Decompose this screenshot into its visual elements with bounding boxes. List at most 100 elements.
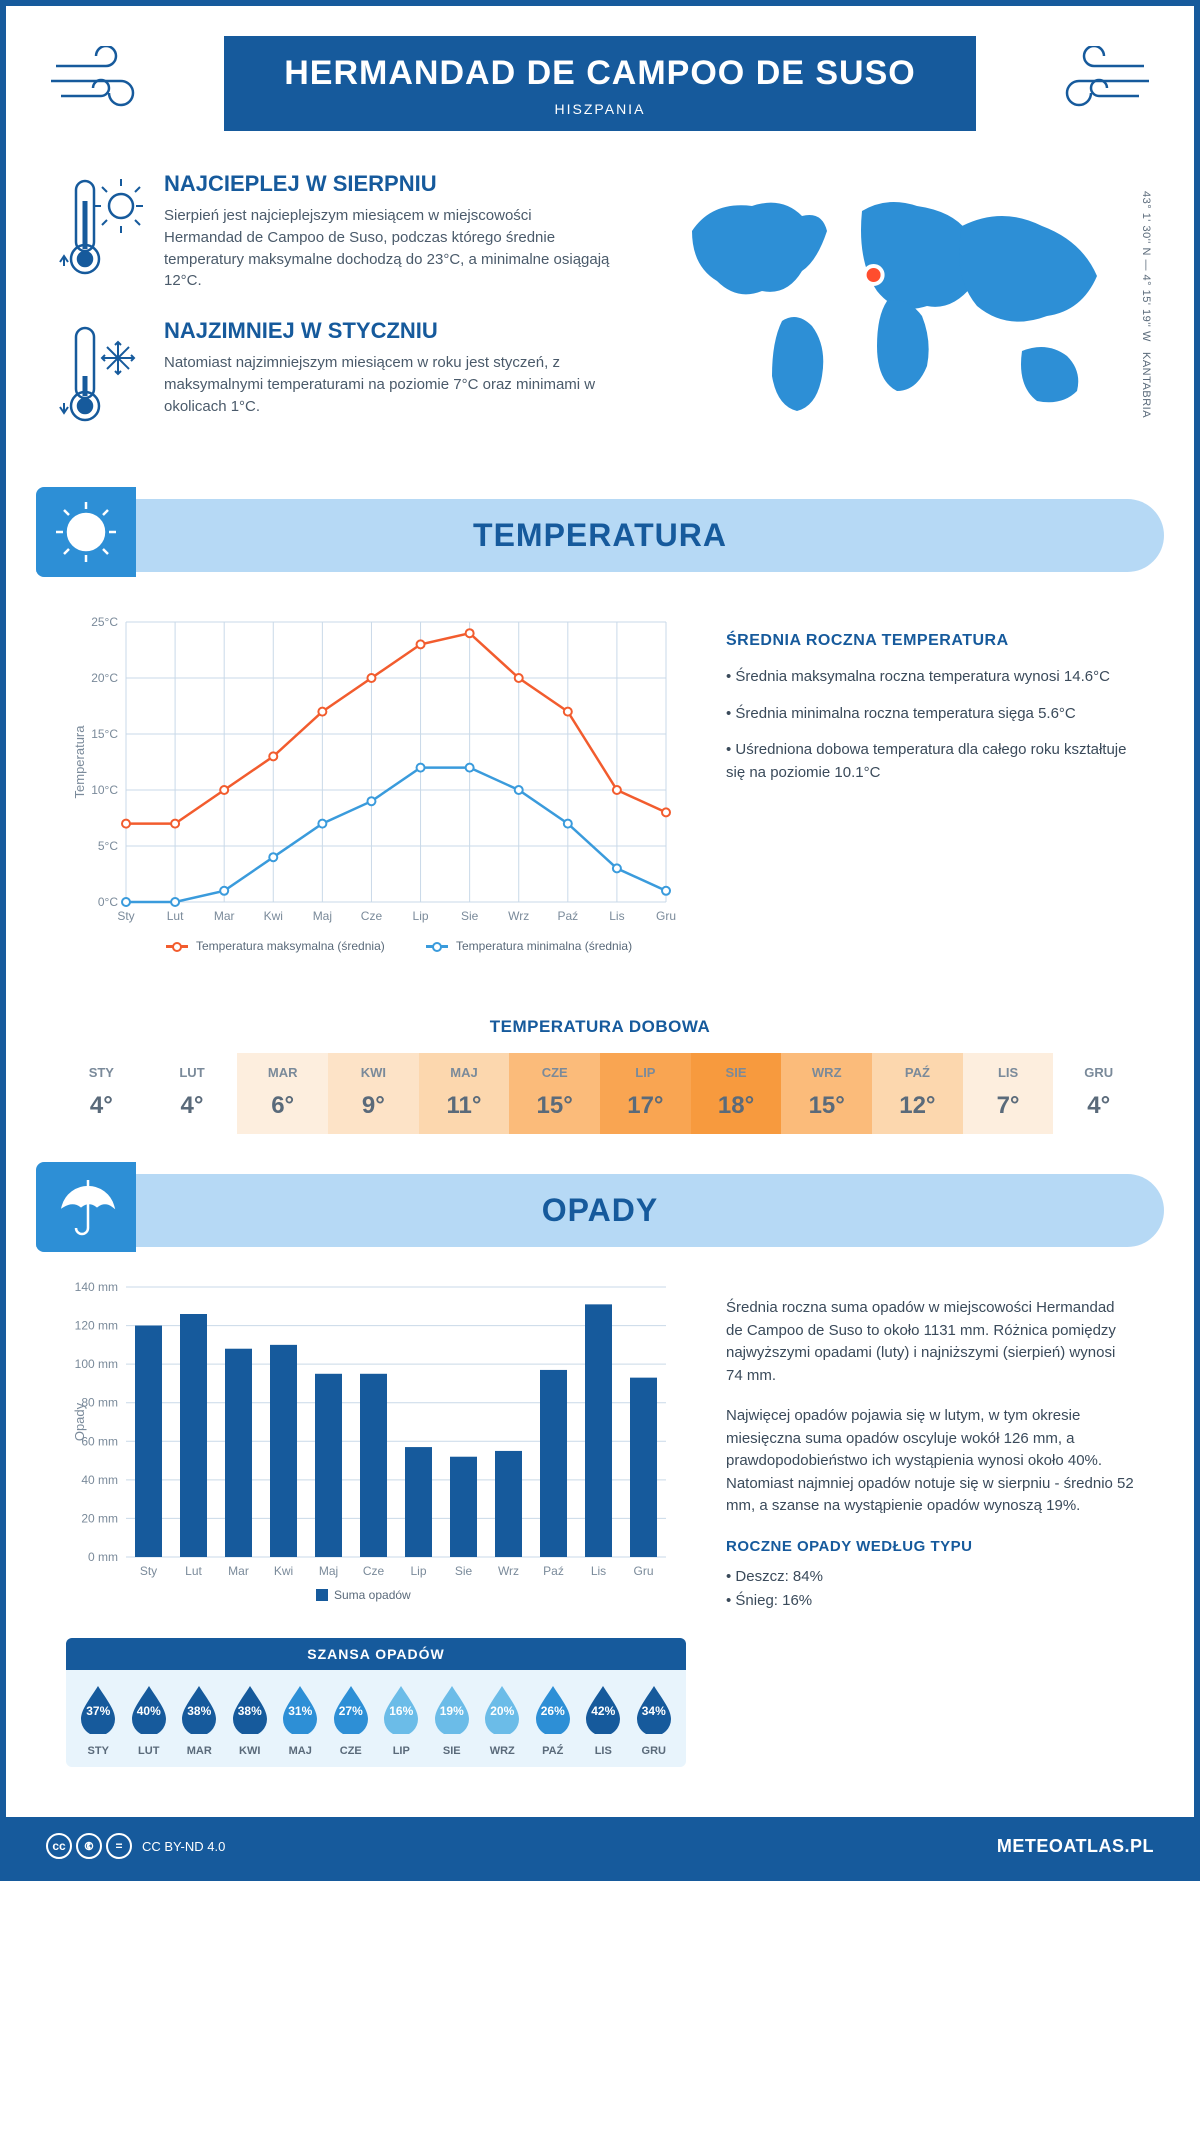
daily-temp-heading: TEMPERATURA DOBOWA xyxy=(6,1017,1194,1037)
daily-temp-table: STY4°LUT4°MAR6°KWI9°MAJ11°CZE15°LIP17°SI… xyxy=(56,1053,1144,1134)
svg-text:0 mm: 0 mm xyxy=(88,1550,118,1564)
page-title: HERMANDAD DE CAMPOO DE SUSO xyxy=(284,54,915,93)
svg-text:Wrz: Wrz xyxy=(498,1564,519,1578)
daily-temp-cell: KWI9° xyxy=(328,1053,419,1134)
svg-text:Opady: Opady xyxy=(72,1402,87,1441)
daily-temp-cell: MAR6° xyxy=(237,1053,328,1134)
precip-chance-cell: 38% KWI xyxy=(226,1684,275,1757)
coldest-block: NAJZIMNIEJ W STYCZNIU Natomiast najzimni… xyxy=(56,318,610,433)
svg-text:Sie: Sie xyxy=(455,1564,473,1578)
svg-text:Paź: Paź xyxy=(543,1564,564,1578)
svg-text:15°C: 15°C xyxy=(91,727,118,741)
precip-type-heading: ROCZNE OPADY WEDŁUG TYPU xyxy=(726,1538,1134,1555)
precip-para-1: Średnia roczna suma opadów w miejscowośc… xyxy=(726,1297,1134,1387)
intro-text-column: NAJCIEPLEJ W SIERPNIU Sierpień jest najc… xyxy=(56,171,610,459)
intro-section: NAJCIEPLEJ W SIERPNIU Sierpień jest najc… xyxy=(6,151,1194,489)
svg-text:Temperatura minimalna (średnia: Temperatura minimalna (średnia) xyxy=(456,939,632,953)
temperature-heading: TEMPERATURA xyxy=(36,517,1164,554)
svg-text:20°C: 20°C xyxy=(91,671,118,685)
svg-text:Lip: Lip xyxy=(410,1564,426,1578)
by-icon: 🅮 xyxy=(76,1833,102,1859)
svg-text:Lut: Lut xyxy=(185,1564,202,1578)
drop-icon: 26% xyxy=(529,1684,578,1739)
svg-text:0°C: 0°C xyxy=(98,895,118,909)
svg-text:Mar: Mar xyxy=(228,1564,249,1578)
drop-icon: 40% xyxy=(125,1684,174,1739)
svg-text:Lis: Lis xyxy=(609,909,624,923)
thermometer-sun-icon xyxy=(56,171,146,292)
warmest-text: Sierpień jest najcieplejszym miesiącem w… xyxy=(164,205,610,292)
svg-text:Temperatura maksymalna (średni: Temperatura maksymalna (średnia) xyxy=(196,939,385,953)
daily-temp-cell: SIE18° xyxy=(691,1053,782,1134)
svg-text:Kwi: Kwi xyxy=(264,909,283,923)
svg-text:Lut: Lut xyxy=(167,909,184,923)
precipitation-body: 0 mm20 mm40 mm60 mm80 mm100 mm120 mm140 … xyxy=(6,1277,1194,1787)
precipitation-chart: 0 mm20 mm40 mm60 mm80 mm100 mm120 mm140 … xyxy=(66,1277,686,1617)
precip-chance-cell: 31% MAJ xyxy=(276,1684,325,1757)
drop-icon: 20% xyxy=(478,1684,527,1739)
cc-icon: cc xyxy=(46,1833,72,1859)
drop-icon: 42% xyxy=(579,1684,628,1739)
temperature-banner: TEMPERATURA xyxy=(36,499,1164,572)
precipitation-summary: Średnia roczna suma opadów w miejscowośc… xyxy=(726,1277,1134,1767)
drop-icon: 38% xyxy=(175,1684,224,1739)
thermometer-snow-icon xyxy=(56,318,146,433)
precip-chance-cell: 42% LIS xyxy=(579,1684,628,1757)
daily-temp-cell: WRZ15° xyxy=(781,1053,872,1134)
title-banner: HERMANDAD DE CAMPOO DE SUSO HISZPANIA xyxy=(224,36,975,131)
header: HERMANDAD DE CAMPOO DE SUSO HISZPANIA xyxy=(6,6,1194,151)
precip-chance-heading: SZANSA OPADÓW xyxy=(66,1638,686,1670)
world-map xyxy=(662,171,1122,431)
precip-type-bullet: • Deszcz: 84% xyxy=(726,1565,1134,1589)
drop-icon: 27% xyxy=(327,1684,376,1739)
precip-chance-cell: 40% LUT xyxy=(125,1684,174,1757)
coldest-text: Natomiast najzimniejszym miesiącem w rok… xyxy=(164,352,610,417)
page-subtitle: HISZPANIA xyxy=(284,101,915,117)
svg-text:10°C: 10°C xyxy=(91,783,118,797)
precip-chance-cell: 37% STY xyxy=(74,1684,123,1757)
daily-temp-cell: LUT4° xyxy=(147,1053,238,1134)
cc-icons: cc 🅮 = xyxy=(46,1833,132,1859)
world-map-column: 43° 1' 30'' N — 4° 15' 19'' W KANTABRIA xyxy=(640,171,1144,459)
nd-icon: = xyxy=(106,1833,132,1859)
svg-text:20 mm: 20 mm xyxy=(81,1512,118,1526)
svg-text:Lip: Lip xyxy=(413,909,429,923)
temperature-chart: 0°C5°C10°C15°C20°C25°CStyLutMarKwiMajCze… xyxy=(66,602,686,977)
precip-chance-cell: 16% LIP xyxy=(377,1684,426,1757)
svg-text:25°C: 25°C xyxy=(91,615,118,629)
daily-temp-cell: STY4° xyxy=(56,1053,147,1134)
drop-icon: 19% xyxy=(428,1684,477,1739)
warmest-block: NAJCIEPLEJ W SIERPNIU Sierpień jest najc… xyxy=(56,171,610,292)
svg-text:120 mm: 120 mm xyxy=(75,1319,118,1333)
svg-text:Kwi: Kwi xyxy=(274,1564,293,1578)
svg-text:5°C: 5°C xyxy=(98,839,118,853)
precip-chance-cell: 20% WRZ xyxy=(478,1684,527,1757)
precip-chance-cell: 26% PAŹ xyxy=(529,1684,578,1757)
warmest-title: NAJCIEPLEJ W SIERPNIU xyxy=(164,171,610,197)
coordinates-label: 43° 1' 30'' N — 4° 15' 19'' W KANTABRIA xyxy=(1140,191,1152,417)
temperature-body: 0°C5°C10°C15°C20°C25°CStyLutMarKwiMajCze… xyxy=(6,602,1194,1007)
svg-text:Paź: Paź xyxy=(557,909,578,923)
wind-icon-left xyxy=(46,46,156,121)
precipitation-banner: OPADY xyxy=(36,1174,1164,1247)
coldest-title: NAJZIMNIEJ W STYCZNIU xyxy=(164,318,610,344)
svg-text:140 mm: 140 mm xyxy=(75,1280,118,1294)
umbrella-icon xyxy=(36,1162,136,1252)
svg-text:Gru: Gru xyxy=(633,1564,653,1578)
svg-text:100 mm: 100 mm xyxy=(75,1357,118,1371)
svg-text:Maj: Maj xyxy=(313,909,332,923)
temp-bullet: • Uśredniona dobowa temperatura dla całe… xyxy=(726,739,1134,784)
daily-temp-cell: LIP17° xyxy=(600,1053,691,1134)
precip-chance-panel: SZANSA OPADÓW 37% STY 40% LUT 38% xyxy=(66,1638,686,1767)
precip-type-bullet: • Śnieg: 16% xyxy=(726,1589,1134,1613)
sun-icon xyxy=(36,487,136,577)
daily-temp-cell: CZE15° xyxy=(509,1053,600,1134)
temp-bullet: • Średnia maksymalna roczna temperatura … xyxy=(726,666,1134,689)
svg-text:Gru: Gru xyxy=(656,909,676,923)
temp-bullet: • Średnia minimalna roczna temperatura s… xyxy=(726,703,1134,726)
drop-icon: 37% xyxy=(74,1684,123,1739)
svg-text:Cze: Cze xyxy=(361,909,383,923)
svg-text:Sty: Sty xyxy=(140,1564,157,1578)
daily-temp-cell: PAŹ12° xyxy=(872,1053,963,1134)
daily-temp-cell: GRU4° xyxy=(1053,1053,1144,1134)
